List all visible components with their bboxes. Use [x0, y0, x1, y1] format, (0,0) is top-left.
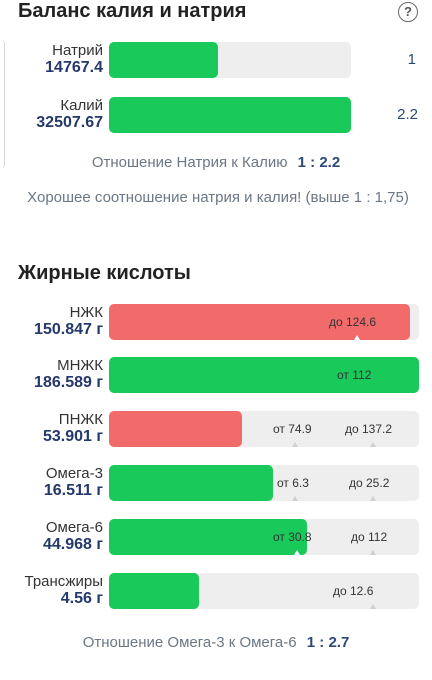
fat-row-norm-marker: от 112	[337, 368, 372, 382]
fat-row-norm-tick	[292, 442, 298, 447]
fat-row-label: Омега-6	[45, 519, 103, 536]
sodium-potassium-ratio-value: 1 : 2.2	[297, 154, 341, 171]
fat-row-label-block: Омега-6 44.968 г	[3, 519, 103, 553]
fat-row-label: МНЖК	[57, 357, 103, 374]
sodium-label: Натрий	[52, 42, 103, 59]
balance-section-title: Баланс калия и натрия	[18, 0, 247, 22]
fat-row-value: 44.968 г	[42, 536, 103, 553]
fat-row-norm-tick	[294, 550, 300, 555]
fat-row-value: 16.511 г	[43, 482, 103, 499]
left-edge-panel	[0, 40, 5, 168]
question-circle-icon[interactable]: ?	[398, 2, 418, 22]
potassium-value: 32507.67	[36, 114, 103, 131]
fat-row-norm-tick	[370, 604, 376, 609]
sodium-ratio-number: 1	[407, 51, 416, 68]
fat-row-bar-track: до 124.6	[109, 304, 419, 340]
fat-row-bar-track: от 74.9 до 137.2	[109, 411, 419, 447]
potassium-bar-track	[109, 97, 351, 133]
fat-row-norm-marker: от 30.8	[273, 530, 312, 544]
fat-row-bar-fill	[109, 411, 242, 447]
fat-row-label-block: ПНЖК 53.901 г	[3, 411, 103, 445]
balance-note: Хорошее соотношение натрия и калия! (выш…	[27, 189, 409, 206]
fat-row-bar-track: от 30.8 до 112	[109, 519, 419, 555]
fat-row-bar-track: от 6.3 до 25.2	[109, 465, 419, 501]
sodium-potassium-ratio-label: Отношение Натрия к Калию	[91, 154, 288, 171]
potassium-bar-fill	[109, 97, 351, 133]
fat-row-label-block: Трансжиры 4.56 г	[3, 573, 104, 607]
fat-row-label-block: НЖК 150.847 г	[3, 304, 103, 338]
potassium-label: Калий	[60, 97, 103, 114]
fat-row-norm-marker: до 112	[351, 530, 388, 544]
potassium-label-block: Калий 32507.67	[3, 97, 103, 131]
fats-section-title: Жирные кислоты	[18, 262, 191, 284]
fat-row-norm-tick	[370, 442, 376, 447]
fat-row-label: НЖК	[69, 304, 103, 321]
fat-row-label: Омега-3	[45, 465, 103, 482]
fat-row-norm-marker: от 6.3	[277, 476, 309, 490]
fat-row-label-block: Омега-3 16.511 г	[3, 465, 103, 499]
sodium-bar-track	[109, 42, 351, 78]
fat-row-bar-fill	[109, 304, 410, 340]
fat-row-bar-fill	[109, 519, 307, 555]
fat-row-value: 53.901 г	[42, 428, 103, 445]
fat-row-bar-track: от 112	[109, 357, 419, 393]
potassium-ratio-number: 2.2	[397, 106, 418, 123]
fat-row-norm-tick	[370, 550, 376, 555]
fat-row-label: ПНЖК	[58, 411, 103, 428]
sodium-label-block: Натрий 14767.4	[3, 42, 103, 76]
fat-row-norm-tick	[370, 496, 376, 501]
fat-row-norm-marker: до 12.6	[333, 584, 374, 598]
sodium-bar-fill	[109, 42, 218, 78]
fat-row-bar-track: до 12.6	[109, 573, 419, 609]
fat-row-norm-marker: до 124.6	[329, 315, 377, 329]
omega-ratio-value: 1 : 2.7	[306, 634, 350, 651]
fat-row-norm-marker: от 74.9	[273, 422, 312, 436]
fat-row-label: Трансжиры	[24, 573, 104, 590]
fat-row-label-block: МНЖК 186.589 г	[3, 357, 103, 391]
fat-row-bar-fill	[109, 573, 199, 609]
omega-ratio-line: Отношение Омега-3 к Омега-6 1 : 2.7	[0, 634, 432, 651]
sodium-value: 14767.4	[45, 59, 103, 76]
fat-row-value: 150.847 г	[34, 321, 103, 338]
omega-ratio-label: Отношение Омега-3 к Омега-6	[82, 634, 297, 651]
fat-row-value: 186.589 г	[34, 374, 103, 391]
fat-row-bar-fill	[109, 357, 419, 393]
fat-row-norm-marker: до 137.2	[345, 422, 393, 436]
fat-row-value: 4.56 г	[60, 590, 103, 607]
fat-row-norm-tick	[292, 496, 298, 501]
fat-row-norm-tick	[354, 335, 360, 340]
fat-row-bar-fill	[109, 465, 273, 501]
sodium-potassium-ratio-line: Отношение Натрия к Калию 1 : 2.2	[0, 154, 432, 171]
fat-row-norm-marker: до 25.2	[349, 476, 390, 490]
